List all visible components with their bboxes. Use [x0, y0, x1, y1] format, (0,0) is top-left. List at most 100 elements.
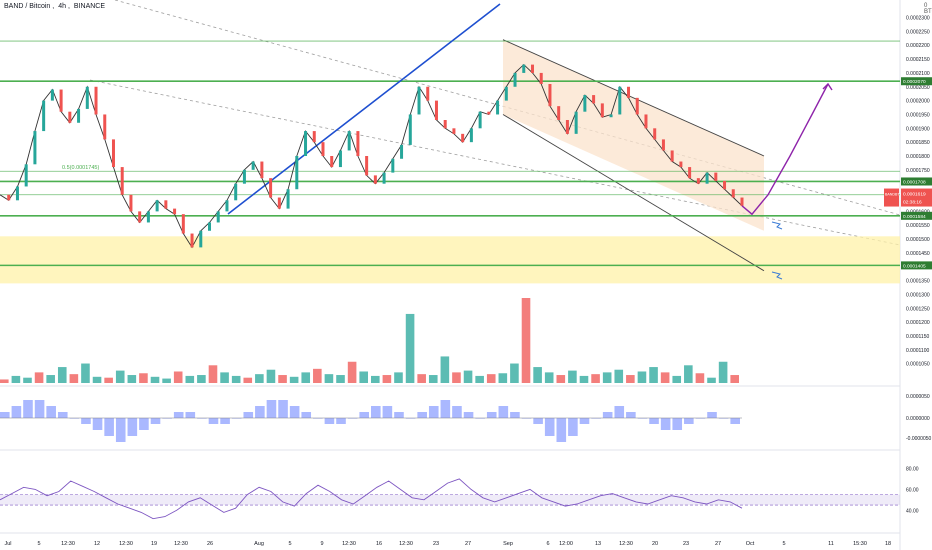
- candle: [129, 194, 133, 212]
- candle: [94, 86, 98, 115]
- channel-lower-line: [502, 114, 765, 272]
- macd-bar: [324, 418, 335, 424]
- volume-bar: [150, 376, 160, 383]
- price-tick-label: 0.0001500: [906, 237, 930, 243]
- macd-bar: [730, 418, 740, 424]
- macd-bar: [104, 418, 114, 436]
- volume-bar: [289, 376, 299, 383]
- time-tick-label: 5: [288, 541, 291, 547]
- candle: [120, 167, 124, 195]
- candle: [356, 131, 360, 156]
- candle: [522, 64, 526, 73]
- candle: [173, 208, 177, 215]
- volume-bar: [463, 370, 473, 383]
- macd-bar: [463, 412, 474, 418]
- time-tick-label: 12:30: [174, 541, 188, 547]
- candle: [653, 128, 657, 140]
- volume-bar: [0, 379, 9, 383]
- candle: [574, 111, 578, 134]
- candle: [504, 86, 508, 101]
- macd-bar: [336, 418, 346, 424]
- macd-bar: [34, 400, 45, 418]
- macd-bar: [475, 418, 485, 419]
- volume-bar: [475, 375, 484, 383]
- volume-bar: [371, 375, 380, 383]
- current-price-tag: [901, 188, 932, 207]
- candle: [155, 200, 159, 212]
- candle: [740, 197, 744, 206]
- candle: [731, 189, 735, 198]
- macd-bar: [81, 418, 91, 424]
- candle: [627, 86, 631, 98]
- volume-bar: [34, 372, 44, 383]
- volume-bar: [672, 375, 682, 383]
- candle: [400, 144, 404, 159]
- volume-bar: [730, 375, 739, 383]
- candle: [321, 142, 325, 156]
- macd-bar: [544, 418, 555, 436]
- macd-bar: [533, 418, 543, 424]
- volume-bar: [533, 367, 542, 383]
- macd-bar: [150, 418, 161, 424]
- candle: [59, 89, 63, 112]
- macd-bar: [626, 412, 636, 418]
- candle: [696, 178, 700, 184]
- time-tick-label: 23: [683, 541, 689, 547]
- macd-bar: [347, 418, 358, 419]
- macd-bar: [614, 406, 625, 418]
- macd-bar: [521, 418, 532, 419]
- candle: [592, 95, 596, 104]
- time-tick-label: 12:30: [119, 541, 133, 547]
- time-tick-label: 18: [885, 541, 891, 547]
- volume-bar: [602, 372, 612, 383]
- time-tick-label: Oct: [746, 541, 755, 547]
- rsi-tick-label: 80.00: [906, 466, 919, 472]
- macd-bar: [266, 400, 277, 418]
- candle: [103, 114, 107, 140]
- volume-bar: [544, 372, 554, 383]
- volume-bar: [405, 313, 415, 383]
- macd-bar: [417, 412, 427, 418]
- time-tick-label: Aug: [254, 541, 264, 547]
- candle: [15, 186, 19, 201]
- macd-bar: [718, 418, 729, 419]
- volume-bar: [255, 374, 264, 383]
- candle: [164, 200, 168, 209]
- candle: [7, 194, 11, 201]
- time-tick-label: 12: [94, 541, 100, 547]
- macd-bar: [11, 406, 22, 418]
- volume-bar: [173, 371, 183, 383]
- chart-header: BAND / Bitcoin, 4h, BINANCE: [4, 3, 106, 10]
- macd-bar: [371, 406, 381, 418]
- volume-bar: [521, 298, 531, 383]
- price-tick-label: 0.0001950: [906, 112, 930, 118]
- macd-bar: [556, 418, 567, 442]
- macd-bar: [428, 406, 439, 418]
- volume-bar: [69, 374, 79, 383]
- volume-bar: [695, 373, 705, 383]
- candle: [426, 86, 430, 101]
- macd-bar: [46, 406, 56, 418]
- volume-bar: [162, 378, 171, 383]
- price-tick-label: 0.0001050: [906, 362, 930, 368]
- volume-bar: [57, 367, 67, 383]
- macd-bar: [139, 418, 149, 430]
- candle: [478, 111, 482, 129]
- volume-bar: [660, 372, 670, 383]
- candle: [295, 156, 299, 190]
- macd-bar: [162, 418, 172, 419]
- volume-bar: [614, 369, 624, 383]
- price-tick-label: 0.0001200: [906, 320, 930, 326]
- macd-bar: [127, 418, 138, 436]
- candle: [583, 95, 587, 112]
- flag-icon: [771, 221, 783, 230]
- price-tick-label: 0.0002250: [906, 29, 930, 35]
- macd-bar: [498, 406, 509, 418]
- support-zone: [0, 236, 900, 284]
- rsi-band: [0, 494, 900, 506]
- candle: [260, 161, 264, 179]
- rsi-tick-label: 40.00: [906, 508, 919, 514]
- rising-trendline: [227, 3, 501, 215]
